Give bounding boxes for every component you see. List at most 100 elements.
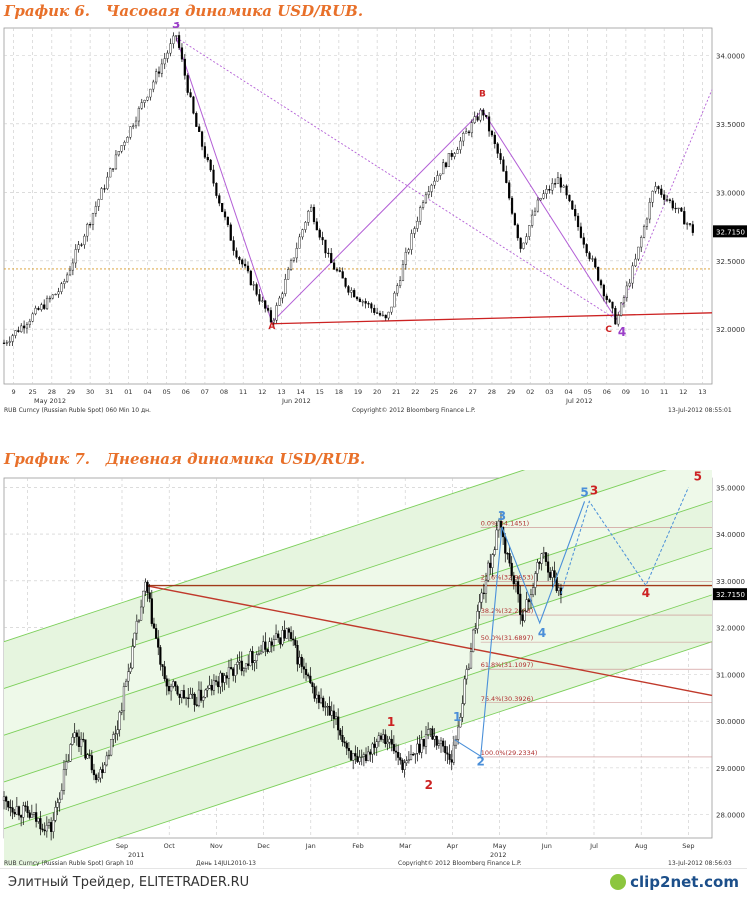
candle-body (462, 133, 465, 142)
candle-body (531, 214, 534, 226)
candle-body (177, 35, 181, 48)
candle-body (210, 684, 213, 691)
candle-body (381, 314, 384, 317)
candle-body (281, 630, 284, 645)
candle-body (174, 681, 177, 687)
candle-body (302, 666, 306, 670)
candle-body (645, 218, 649, 227)
forecast-path (560, 487, 689, 595)
candle-body (90, 755, 93, 771)
candle-body (516, 224, 519, 239)
candle-body (510, 197, 514, 214)
candle-body (22, 325, 26, 329)
candle-body (396, 285, 399, 294)
candle-body (412, 754, 415, 756)
candle-body (120, 145, 123, 152)
fib-level-label: 38.2%(32.2688) (481, 607, 534, 615)
candle-body (476, 116, 479, 121)
candle-body (166, 52, 169, 59)
candle-body (459, 140, 462, 150)
candle-body (307, 674, 310, 677)
candle-body (327, 252, 330, 255)
candle-body (114, 733, 117, 735)
candle-body (519, 593, 522, 615)
candle-body (427, 729, 430, 735)
candle-body (123, 141, 126, 146)
candle-body (17, 806, 21, 816)
candle-body (457, 726, 460, 740)
x-tick-label: 31 (105, 388, 113, 396)
chart-timestamp: 13-Jul-2012 08:56:03 (668, 860, 732, 866)
candle-body (20, 815, 23, 818)
candle-body (17, 330, 20, 332)
candle-body (218, 195, 221, 204)
candle-body (671, 200, 674, 209)
candle-body (404, 251, 407, 265)
candle-body (195, 113, 198, 127)
candle-body (424, 734, 428, 747)
candle-body (504, 536, 507, 554)
candle-body (118, 711, 121, 731)
candle-body (319, 697, 323, 703)
candle-body (508, 553, 511, 564)
candle-body (367, 751, 370, 761)
candle-body (510, 562, 513, 576)
candle-body (421, 202, 425, 208)
candle-body (289, 260, 293, 270)
candle-body (642, 226, 646, 238)
y-tick-label: 34.0000 (716, 52, 745, 60)
candle-body (287, 269, 290, 280)
candle-body (665, 199, 669, 201)
candle-body (184, 697, 188, 699)
y-tick-label: 32.0000 (716, 625, 745, 633)
candle-body (496, 143, 499, 154)
candle-body (588, 252, 591, 260)
y-tick-label: 30.0000 (716, 718, 745, 726)
candle-body (275, 305, 278, 321)
candle-body (358, 757, 361, 762)
regression-channel-band (4, 470, 712, 736)
candle-body (373, 743, 376, 748)
candle-body (461, 703, 464, 718)
candle-body (668, 199, 672, 201)
candle-body (544, 552, 548, 562)
candle-body (620, 302, 623, 316)
candle-body (103, 188, 106, 190)
candle-body (519, 237, 522, 249)
candle-body (163, 666, 166, 679)
candle-body (262, 641, 265, 653)
candle-body (35, 812, 38, 822)
candle-body (88, 754, 91, 756)
candle-body (465, 669, 468, 680)
candle-body (469, 651, 473, 669)
candle-body (527, 599, 530, 603)
candle-body (337, 716, 340, 731)
candle-body (311, 682, 314, 687)
candle-body (39, 818, 42, 830)
candle-body (528, 225, 531, 237)
candle-body (180, 47, 184, 60)
chart7-title: График 7. Дневная динамика USD/RUB. (4, 450, 366, 468)
candle-body (32, 812, 36, 815)
candle-body (163, 58, 166, 65)
candle-body (200, 131, 204, 147)
candle-body (398, 280, 402, 286)
candle-body (223, 675, 226, 683)
candle-body (7, 801, 10, 808)
candle-body (160, 63, 163, 74)
x-tick-label: 28 (488, 388, 496, 396)
candle-body (447, 153, 450, 168)
clip2net-logo[interactable]: clip2net.com (610, 873, 739, 891)
candle-body (264, 300, 267, 309)
wave-label: 4 (618, 325, 626, 339)
candle-body (37, 818, 40, 822)
candle-body (169, 686, 173, 692)
x-tick-label: 06 (603, 388, 611, 396)
candle-body (219, 672, 222, 688)
candle-body (227, 667, 231, 679)
candle-body (86, 754, 89, 759)
candle-body (97, 199, 100, 207)
regression-channel-line (3, 470, 526, 643)
candle-body (83, 235, 86, 245)
candle-body (536, 199, 539, 212)
